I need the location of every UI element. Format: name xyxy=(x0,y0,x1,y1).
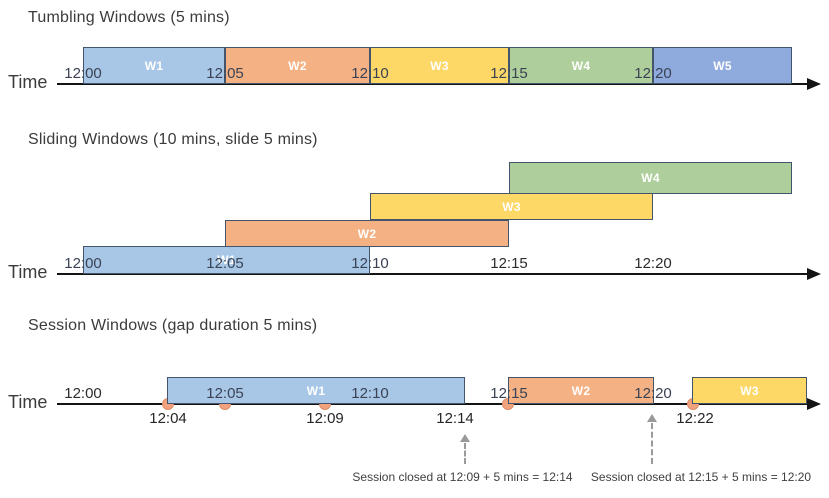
session-time-axis-label: Time xyxy=(8,392,48,412)
sliding-window-w3: W3 xyxy=(370,193,653,220)
session-time-axis xyxy=(57,403,808,405)
sliding-window-w4: W4 xyxy=(509,162,792,194)
tumbling-time-axis-label: Time xyxy=(8,72,48,92)
session-close-annotation-1: Session closed at 12:09 + 5 mins = 12:14 xyxy=(352,470,573,484)
sliding-tick-1205: 12:05 xyxy=(206,255,244,272)
dashed-up-arrow-icon xyxy=(460,434,470,442)
sliding-tick-1210: 12:10 xyxy=(351,255,389,272)
session-section-title: Session Windows (gap duration 5 mins) xyxy=(28,317,318,334)
window-label: W5 xyxy=(713,58,732,73)
event-time-1222: 12:22 xyxy=(676,410,714,427)
event-time-1214: 12:14 xyxy=(436,410,474,427)
dashed-up-arrow-icon xyxy=(647,414,657,422)
session-tick-1200: 12:00 xyxy=(64,385,102,402)
tumbling-window-w5: W5 xyxy=(653,47,792,84)
tumbling-tick-1200: 12:00 xyxy=(64,65,102,82)
session-close-annotation-2: Session closed at 12:15 + 5 mins = 12:20 xyxy=(590,470,812,484)
sliding-time-axis xyxy=(57,273,808,275)
sliding-tick-1200: 12:00 xyxy=(64,255,102,272)
window-label: W1 xyxy=(306,383,326,398)
window-label: W3 xyxy=(430,58,449,73)
window-label: W3 xyxy=(502,199,521,214)
tumbling-tick-1210: 12:10 xyxy=(351,65,389,82)
tumbling-window-w4: W4 xyxy=(509,47,653,84)
tumbling-tick-1220: 12:20 xyxy=(634,65,672,82)
session-window-w1: W1 xyxy=(167,377,465,404)
sliding-tick-1215: 12:15 xyxy=(490,255,528,272)
window-label: W3 xyxy=(740,383,759,398)
tumbling-tick-1205: 12:05 xyxy=(206,65,244,82)
window-label: W1 xyxy=(144,58,164,73)
session-tick-1205: 12:05 xyxy=(206,385,244,402)
session-tick-1210: 12:10 xyxy=(351,385,389,402)
window-label: W2 xyxy=(288,58,307,73)
window-label: W2 xyxy=(571,383,591,398)
window-label: W4 xyxy=(571,58,591,73)
dashed-arrow-line xyxy=(464,443,466,464)
tumbling-section-title: Tumbling Windows (5 mins) xyxy=(28,9,230,26)
session-tick-1220: 12:20 xyxy=(634,385,672,402)
dashed-arrow-line xyxy=(651,423,653,464)
sliding-section-title: Sliding Windows (10 mins, slide 5 mins) xyxy=(28,131,318,148)
event-time-1209: 12:09 xyxy=(306,410,344,427)
event-time-1204: 12:04 xyxy=(149,410,187,427)
tumbling-tick-1215: 12:15 xyxy=(490,65,528,82)
session-window-w3: W3 xyxy=(692,377,807,404)
window-label: W1 xyxy=(217,253,236,267)
sliding-axis-arrowhead-icon xyxy=(807,268,821,280)
tumbling-window-w2: W2 xyxy=(225,47,370,84)
sliding-tick-1220: 12:20 xyxy=(634,255,672,272)
tumbling-window-w3: W3 xyxy=(370,47,509,84)
sliding-window-w2: W2 xyxy=(225,220,509,247)
session-window-w2: W2 xyxy=(508,377,654,404)
session-tick-1215: 12:15 xyxy=(490,385,528,402)
sliding-time-axis-label: Time xyxy=(8,262,48,282)
window-label: W2 xyxy=(357,226,377,241)
tumbling-axis-arrowhead-icon xyxy=(807,78,821,90)
tumbling-window-w1: W1 xyxy=(83,47,225,84)
tumbling-time-axis xyxy=(57,83,808,85)
window-label: W4 xyxy=(641,171,660,185)
session-axis-arrowhead-icon xyxy=(807,398,821,410)
sliding-window-w1: W1 xyxy=(83,246,370,274)
